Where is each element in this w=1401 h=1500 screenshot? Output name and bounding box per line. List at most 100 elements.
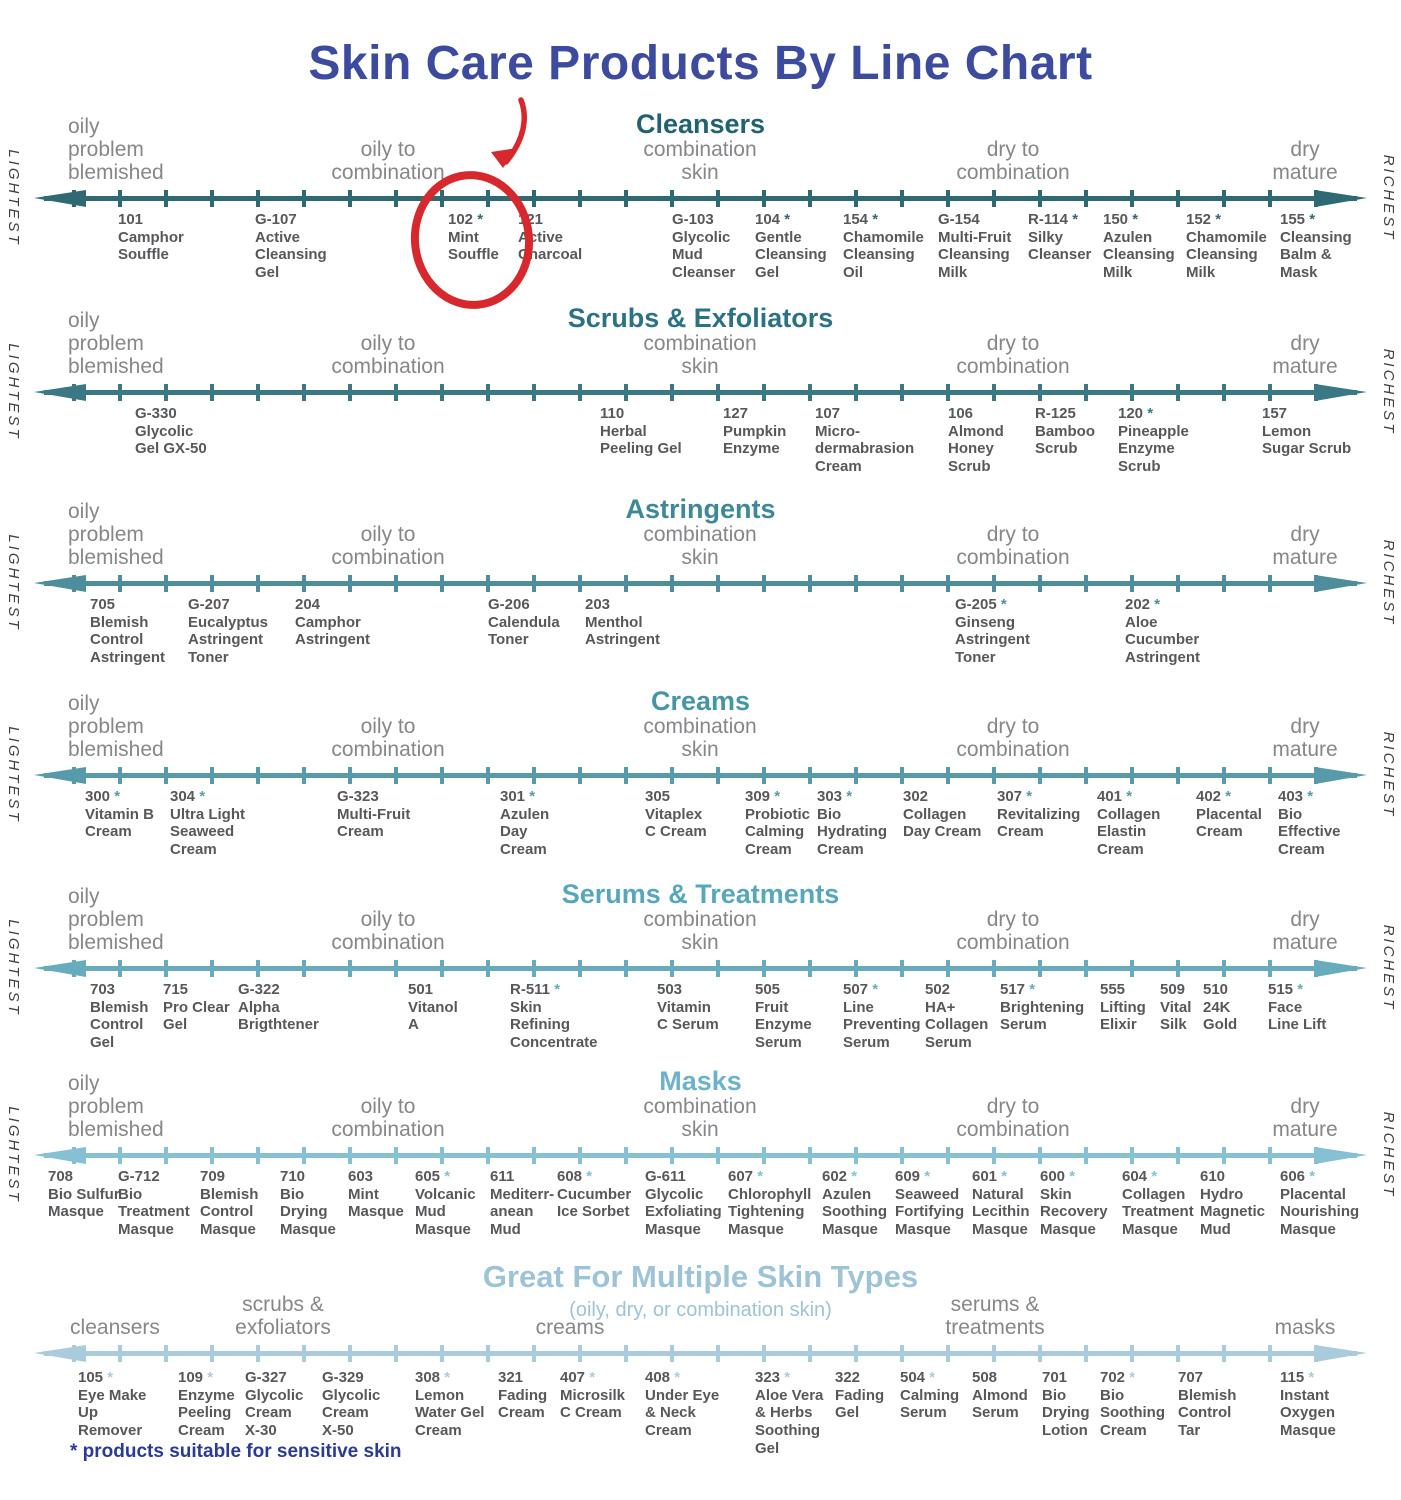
product-G-207: G-207 Eucalyptus Astringent Toner — [188, 596, 268, 667]
product-name: Mediterr- anean Mud — [490, 1185, 555, 1239]
product-name: Seaweed Fortifying Masque — [895, 1185, 965, 1239]
sensitive-skin-star: * — [770, 788, 781, 805]
sensitive-skin-star: * — [753, 1168, 764, 1185]
product-115: 115 * Instant Oxygen Masque — [1280, 1369, 1336, 1440]
product-name: Chlorophyll Tightening Masque — [728, 1185, 812, 1239]
sensitive-skin-star: * — [1122, 788, 1133, 805]
section-title: Creams — [650, 686, 751, 716]
product-name: Pumpkin Enzyme — [723, 422, 787, 458]
product-611: 611 Mediterr- anean Mud — [490, 1168, 554, 1239]
arrow-right-icon — [1315, 575, 1367, 592]
product-code: 503 — [657, 981, 683, 998]
product-150: 150 * Azulen Cleansing Milk — [1103, 211, 1175, 282]
sensitive-skin-star: * — [1022, 788, 1033, 805]
product-502: 502 HA+ Collagen Serum — [925, 981, 988, 1052]
product-203: 203 Menthol Astringent — [585, 596, 660, 649]
product-code: 608 * — [557, 1168, 593, 1185]
sensitive-skin-star: * — [1068, 211, 1079, 228]
sensitive-skin-star: * — [440, 1369, 451, 1386]
axis-ticks — [72, 575, 1321, 592]
product-505: 505 Fruit Enzyme Serum — [755, 981, 812, 1052]
product-305: 305 Vitaplex C Cream — [645, 788, 707, 841]
product-name: Gentle Cleansing Gel — [755, 228, 827, 282]
product-code: 507 * — [843, 981, 879, 998]
skin-labels: cleansers scrubs & exfoliators creams serum… — [0, 1249, 1401, 1339]
product-name: Pro Clear Gel — [163, 998, 230, 1034]
product-155: 155 * Cleansing Balm & Mask — [1280, 211, 1352, 282]
arrow-left-icon — [34, 384, 86, 401]
product-708: 708 Bio Sulfur Masque — [48, 1168, 120, 1221]
product-code: 703 — [90, 981, 116, 998]
skin-type-label: creams — [535, 1315, 605, 1339]
section-astringents: Astringents oily problem blemished oily t… — [0, 480, 1401, 670]
sensitive-skin-star: * — [780, 211, 791, 228]
product-555: 555 Lifting Elixir — [1100, 981, 1146, 1034]
section-masks: Masks oily problem blemished oily to comb… — [0, 1052, 1401, 1246]
sensitive-skin-star: * — [1150, 596, 1161, 613]
section-subtitle: (oily, dry, or combination skin) — [569, 1299, 832, 1321]
product-name: Multi-Fruit Cleansing Milk — [938, 228, 1012, 282]
product-101: 101 Camphor Souffle — [118, 211, 184, 264]
product-303: 303 * Bio Hydrating Cream — [817, 788, 887, 859]
skin-type-label: dry to combination — [956, 137, 1070, 184]
arrow-right-icon — [1315, 960, 1367, 977]
sensitive-skin-star: * — [525, 788, 536, 805]
product-name: Active Cleansing Gel — [255, 228, 327, 282]
product-703: 703 Blemish Control Gel — [90, 981, 148, 1052]
product-302: 302 Collagen Day Cream — [903, 788, 981, 841]
product-name: Cleansing Balm & Mask — [1280, 228, 1352, 282]
sensitive-skin-star: * — [920, 1168, 931, 1185]
product-code: 121 — [518, 211, 544, 228]
axis — [34, 190, 1367, 207]
product-name: Instant Oxygen Masque — [1280, 1386, 1336, 1440]
product-609: 609 * Seaweed Fortifying Masque — [895, 1168, 964, 1239]
sensitive-skin-star: * — [842, 788, 853, 805]
sensitive-skin-star: * — [473, 211, 484, 228]
product-504: 504 * Calming Serum — [900, 1369, 959, 1422]
product-code: 107 — [815, 405, 841, 422]
product-G-205: G-205 * Ginseng Astringent Toner — [955, 596, 1030, 667]
product-code: 101 — [118, 211, 144, 228]
section-title: Scrubs & Exfoliators — [567, 303, 834, 333]
product-code: 517 * — [1000, 981, 1036, 998]
product-code: 401 * — [1097, 788, 1133, 805]
product-name: Blemish Control Gel — [90, 998, 149, 1052]
product-name: Active Charcoal — [518, 228, 583, 264]
product-402: 402 * Placental Cream — [1196, 788, 1262, 841]
section-scrubs-exfoliators: Scrubs & Exfoliators oily problem blemis… — [0, 289, 1401, 480]
product-707: 707 Blemish Control Tar — [1178, 1369, 1236, 1440]
product-323: 323 * Aloe Vera & Herbs Soothing Gel — [755, 1369, 823, 1457]
product-code: 106 — [948, 405, 974, 422]
product-name: Vital Silk — [1160, 998, 1192, 1034]
product-code: 602 * — [822, 1168, 858, 1185]
product-code: 708 — [48, 1168, 74, 1185]
product-code: G-611 — [645, 1168, 686, 1185]
axis — [34, 384, 1367, 401]
product-152: 152 * Chamomile Cleansing Milk — [1186, 211, 1267, 282]
product-name: Calendula Toner — [488, 613, 560, 649]
product-name: Bio Drying Lotion — [1042, 1386, 1090, 1440]
product-name: Natural Lecithin Masque — [972, 1185, 1030, 1239]
product-106: 106 Almond Honey Scrub — [948, 405, 1004, 476]
sensitive-skin-star: * — [847, 1168, 858, 1185]
product-name: Ultra Light Seaweed Cream — [170, 805, 245, 859]
product-code: 611 — [490, 1168, 515, 1185]
product-code: G-329 — [322, 1369, 364, 1386]
product-code: 154 * — [843, 211, 879, 228]
section-title: Masks — [659, 1066, 742, 1096]
arrow-right-icon — [1315, 384, 1367, 401]
product-code: 104 * — [755, 211, 791, 228]
sensitive-skin-star: * — [1065, 1168, 1076, 1185]
product-605: 605 * Volcanic Mud Masque — [415, 1168, 476, 1239]
product-code: 309 * — [745, 788, 781, 805]
product-300: 300 * Vitamin B Cream — [85, 788, 154, 841]
product-name: Bio Sulfur Masque — [48, 1185, 120, 1221]
richest-label: RICHEST — [1380, 731, 1397, 819]
richest-label: RICHEST — [1380, 348, 1397, 436]
product-code: G-154 — [938, 211, 980, 228]
page-title: Skin Care Products By Line Chart — [308, 37, 1093, 91]
product-code: 305 — [645, 788, 671, 805]
lightest-label: LIGHTEST — [5, 1106, 22, 1204]
axis-ticks — [72, 960, 1321, 977]
axis — [34, 575, 1367, 592]
